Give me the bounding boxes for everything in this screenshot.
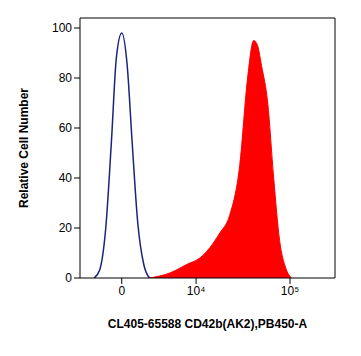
svg-text:0: 0 <box>118 284 125 298</box>
svg-text:100: 100 <box>52 21 72 35</box>
svg-text:Relative Cell Number: Relative Cell Number <box>17 88 31 208</box>
svg-text:60: 60 <box>59 121 73 135</box>
svg-text:CL405-65588 CD42b(AK2),PB450-A: CL405-65588 CD42b(AK2),PB450-A <box>108 317 308 331</box>
svg-text:10⁴: 10⁴ <box>187 284 206 298</box>
svg-text:10⁵: 10⁵ <box>281 284 299 298</box>
svg-text:0: 0 <box>65 271 72 285</box>
svg-text:20: 20 <box>59 221 73 235</box>
svg-text:80: 80 <box>59 71 73 85</box>
svg-text:40: 40 <box>59 171 73 185</box>
